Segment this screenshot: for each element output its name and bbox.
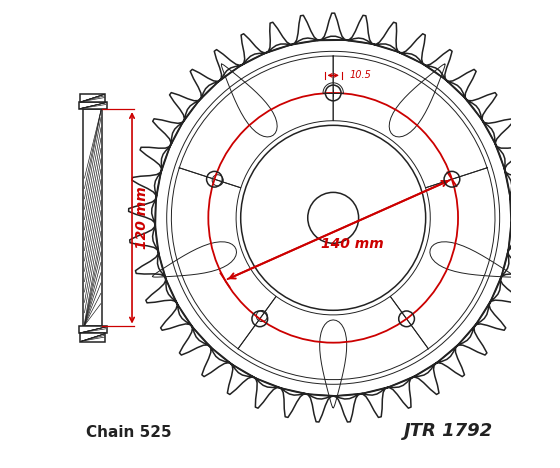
Text: 120 mm: 120 mm [135,186,149,249]
Bar [79,327,106,333]
Text: 140 mm: 140 mm [321,237,384,250]
Text: JTR 1792: JTR 1792 [404,422,493,440]
Text: Chain 525: Chain 525 [86,425,171,440]
Bar [83,109,102,327]
Bar [80,333,105,342]
Text: 10.5: 10.5 [349,70,371,80]
Bar [80,94,105,102]
Bar [79,102,106,109]
